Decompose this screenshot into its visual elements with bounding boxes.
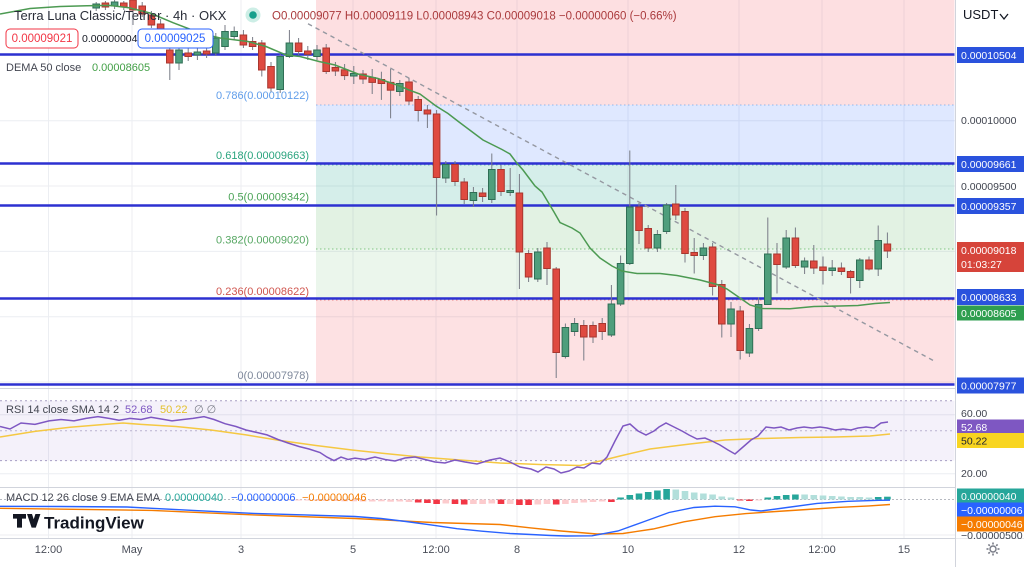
svg-text:O0.00009077 H0.00009119 L0.000: O0.00009077 H0.00009119 L0.00008943 C0.0…: [272, 11, 677, 23]
svg-text:MACD 12 26 close 9 EMA EMA: MACD 12 26 close 9 EMA EMA: [6, 492, 161, 504]
svg-text:12:00: 12:00: [422, 544, 450, 556]
svg-text:−0.00000006: −0.00000006: [961, 505, 1023, 517]
svg-text:0.00008605: 0.00008605: [92, 62, 150, 74]
svg-text:TradingView: TradingView: [44, 514, 145, 533]
svg-text:DEMA 50 close: DEMA 50 close: [6, 62, 81, 74]
svg-text:12:00: 12:00: [35, 544, 63, 556]
svg-text:Terra Luna Classic/Tether · 4h: Terra Luna Classic/Tether · 4h · OKX: [14, 8, 227, 23]
svg-text:−0.00000046: −0.00000046: [302, 492, 367, 504]
svg-text:−0.00000046: −0.00000046: [961, 519, 1023, 531]
svg-text:0.00000040: 0.00000040: [165, 492, 223, 504]
svg-text:0.618(0.00009663): 0.618(0.00009663): [216, 150, 309, 162]
svg-text:0.00008605: 0.00008605: [961, 308, 1017, 320]
svg-text:USDT: USDT: [963, 7, 998, 22]
svg-text:0.00009021: 0.00009021: [12, 33, 73, 45]
svg-text:−0.00000006: −0.00000006: [231, 492, 296, 504]
svg-text:0.00008633: 0.00008633: [961, 292, 1017, 304]
svg-text:12:00: 12:00: [808, 544, 836, 556]
svg-text:0.00000040: 0.00000040: [961, 491, 1017, 503]
svg-text:0.00010000: 0.00010000: [961, 115, 1017, 127]
svg-text:0.382(0.00009020): 0.382(0.00009020): [216, 235, 309, 247]
svg-text:5: 5: [350, 544, 356, 556]
svg-text:60.00: 60.00: [961, 408, 987, 420]
svg-text:8: 8: [514, 544, 520, 556]
svg-text:10: 10: [622, 544, 634, 556]
svg-text:0.00007977: 0.00007977: [961, 380, 1017, 392]
svg-text:12: 12: [733, 544, 745, 556]
svg-text:0.00009500: 0.00009500: [961, 181, 1017, 193]
svg-text:01:03:27: 01:03:27: [961, 259, 1002, 271]
svg-text:15: 15: [898, 544, 910, 556]
svg-text:3: 3: [238, 544, 244, 556]
svg-text:−0.00000500: −0.00000500: [961, 530, 1023, 542]
svg-text:52.68: 52.68: [961, 422, 987, 434]
svg-text:0.00009661: 0.00009661: [961, 159, 1017, 171]
svg-text:RSI 14 close SMA 14 2: RSI 14 close SMA 14 2: [6, 404, 119, 416]
svg-text:50.22: 50.22: [160, 404, 188, 416]
svg-text:0.5(0.00009342): 0.5(0.00009342): [228, 192, 309, 204]
svg-text:50.22: 50.22: [961, 435, 987, 447]
svg-text:0.236(0.00008622): 0.236(0.00008622): [216, 286, 309, 298]
svg-text:20.00: 20.00: [961, 468, 987, 480]
svg-text:0.00009357: 0.00009357: [961, 201, 1017, 213]
svg-text:0.00009018: 0.00009018: [961, 245, 1017, 257]
svg-text:52.68: 52.68: [125, 404, 153, 416]
svg-text:0.00000004: 0.00000004: [82, 33, 138, 45]
svg-text:∅ ∅: ∅ ∅: [194, 404, 216, 416]
svg-text:0.786(0.00010122): 0.786(0.00010122): [216, 90, 309, 102]
svg-text:0.00009025: 0.00009025: [145, 33, 206, 45]
svg-text:May: May: [122, 544, 143, 556]
svg-text:0(0.00007978): 0(0.00007978): [237, 370, 309, 382]
svg-text:0.00010504: 0.00010504: [961, 50, 1017, 62]
